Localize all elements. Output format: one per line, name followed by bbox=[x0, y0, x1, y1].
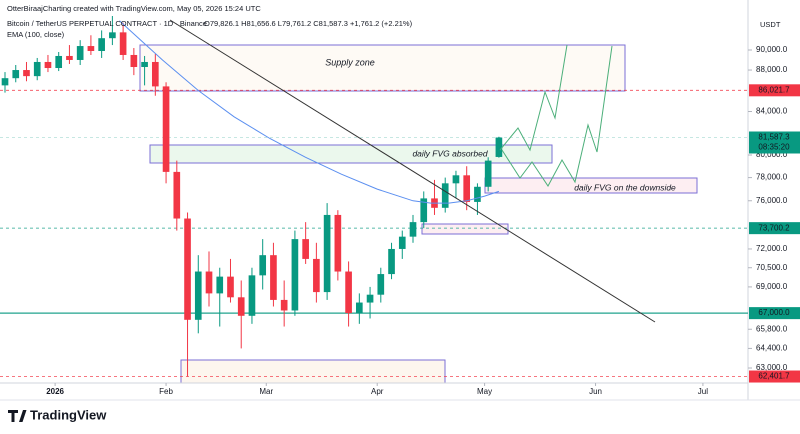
candle-body bbox=[184, 218, 191, 320]
candle-body bbox=[109, 32, 116, 39]
price-label: 81,587.3 bbox=[758, 133, 790, 142]
candle-body bbox=[141, 61, 148, 68]
candle-body bbox=[474, 186, 481, 202]
price-label: 73,700.2 bbox=[758, 223, 790, 232]
candle-body bbox=[162, 86, 170, 172]
candle-body bbox=[227, 276, 234, 298]
candle-body bbox=[355, 302, 363, 314]
candle-body bbox=[334, 214, 342, 272]
credit: OtterBiraajCharting created with Trading… bbox=[7, 4, 261, 13]
candle-body bbox=[98, 38, 105, 51]
candle-body bbox=[302, 239, 309, 259]
candle-body bbox=[259, 255, 267, 276]
candle-body bbox=[345, 271, 352, 314]
y-tick-label: 70,500.0 bbox=[756, 263, 788, 272]
candle-body bbox=[44, 61, 52, 69]
brand-logo: TradingView bbox=[8, 407, 107, 422]
projection-arrow bbox=[499, 44, 568, 152]
y-tick-label: 72,000.0 bbox=[756, 244, 788, 253]
x-tick-label: 2026 bbox=[46, 387, 64, 396]
currency: USDT bbox=[760, 20, 781, 29]
candle-body bbox=[323, 214, 331, 293]
x-tick-label: Jul bbox=[698, 387, 708, 396]
x-tick-label: Jun bbox=[589, 387, 602, 396]
candle-body bbox=[12, 70, 20, 79]
y-tick-label: 90,000.0 bbox=[756, 45, 788, 54]
candle-body bbox=[173, 171, 181, 219]
x-tick-label: Feb bbox=[159, 387, 173, 396]
candle-body bbox=[194, 271, 202, 320]
candle-body bbox=[237, 297, 245, 316]
plot bbox=[0, 15, 748, 377]
ema-legend: EMA (100, close) bbox=[7, 30, 65, 39]
candle-body bbox=[66, 55, 73, 60]
drawings bbox=[139, 44, 698, 384]
y-tick-label: 69,000.0 bbox=[756, 282, 788, 291]
candle-body bbox=[495, 137, 503, 157]
countdown: 08:35:20 bbox=[758, 143, 790, 152]
trendline bbox=[169, 19, 656, 323]
candle-body bbox=[409, 222, 417, 237]
x-tick-label: Mar bbox=[259, 387, 273, 396]
y-tick-label: 78,000.0 bbox=[756, 173, 788, 182]
candle-body bbox=[366, 294, 374, 303]
supply-zone-box bbox=[139, 44, 626, 92]
price-label: 62,401.7 bbox=[758, 372, 790, 381]
candle-body bbox=[441, 183, 449, 208]
annotation: daily FVG absorbed bbox=[412, 148, 487, 158]
candle-body bbox=[388, 248, 395, 275]
candle-body bbox=[205, 271, 213, 294]
price-label: 67,000.0 bbox=[758, 308, 790, 317]
ema-line bbox=[119, 20, 500, 204]
fvg-absorbed-box bbox=[149, 144, 553, 164]
candle-body bbox=[1, 78, 9, 86]
candle-body bbox=[452, 175, 460, 184]
y-tick-label: 80,000.0 bbox=[756, 150, 788, 159]
y-tick-label: 64,400.0 bbox=[756, 344, 788, 353]
candle-body bbox=[76, 46, 84, 60]
y-tick-label: 84,000.0 bbox=[756, 107, 788, 116]
candle-body bbox=[377, 274, 385, 295]
price-label-box bbox=[749, 222, 800, 235]
candle-body bbox=[313, 258, 320, 293]
candle-body bbox=[87, 46, 95, 51]
candle-body bbox=[270, 255, 277, 300]
candle-body bbox=[463, 175, 471, 202]
y-tick-label: 63,000.0 bbox=[756, 363, 788, 372]
price-label-box bbox=[749, 131, 800, 154]
ohlc: O79,826.1 H81,656.6 L79,761.2 C81,587.3 … bbox=[204, 19, 413, 28]
annotation: daily FVG on the downside bbox=[574, 182, 676, 192]
candle-body bbox=[55, 55, 63, 69]
candle-body bbox=[23, 70, 30, 77]
price-label-box bbox=[749, 370, 800, 383]
candle-body bbox=[216, 276, 224, 294]
candle-body bbox=[484, 160, 492, 187]
candle-body bbox=[420, 198, 428, 223]
candle-body bbox=[398, 236, 406, 249]
candle-body bbox=[280, 299, 288, 311]
candle-body bbox=[291, 239, 299, 311]
y-tick-label: 88,000.0 bbox=[756, 65, 788, 74]
candle-body bbox=[119, 32, 127, 55]
symbol-title: Bitcoin / TetherUS PERPETUAL CONTRACT · … bbox=[7, 19, 207, 28]
candle-body bbox=[130, 54, 138, 68]
price-label: 86,021.7 bbox=[758, 85, 790, 94]
annotation: Supply zone bbox=[325, 57, 375, 67]
brand-name: TradingView bbox=[30, 407, 107, 422]
x-tick-label: Apr bbox=[371, 387, 384, 396]
small-zone-box bbox=[421, 223, 509, 235]
y-tick-label: 65,800.0 bbox=[756, 324, 788, 333]
x-tick-label: May bbox=[477, 387, 492, 396]
y-tick-label: 76,000.0 bbox=[756, 196, 788, 205]
candle-body bbox=[33, 61, 41, 77]
candle-body bbox=[151, 61, 159, 87]
candle-body bbox=[248, 275, 256, 316]
projection-arrow bbox=[501, 45, 613, 187]
bottom-zone-box bbox=[180, 359, 446, 384]
price-label-box bbox=[749, 307, 800, 320]
price-label-box bbox=[749, 84, 800, 97]
